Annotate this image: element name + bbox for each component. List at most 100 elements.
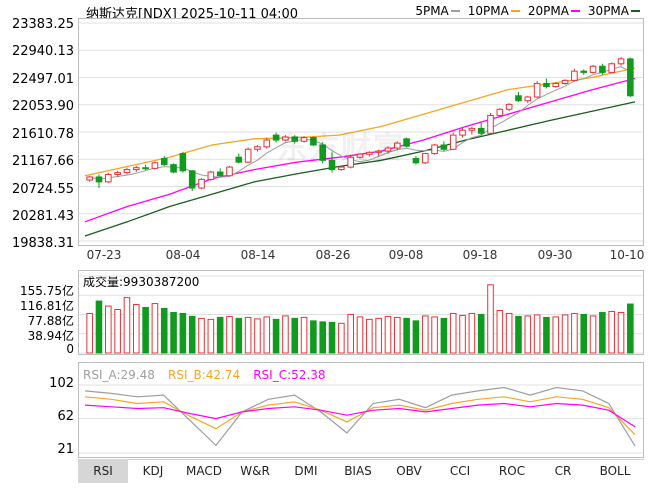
candle-body (356, 153, 364, 158)
volume-bar (123, 297, 131, 354)
candle-body (543, 82, 550, 88)
volume-bar (207, 318, 215, 354)
candle-body (105, 173, 112, 183)
ma30-legend: 30PMA (588, 4, 640, 18)
volume-bar (179, 312, 187, 354)
candle-body (412, 157, 420, 164)
candle-body (272, 134, 280, 141)
volume-label: 成交量:9930387200 (83, 275, 200, 289)
volume-bar (487, 284, 494, 354)
ma20-legend: 20PMA (528, 4, 580, 18)
volume-bar (477, 313, 485, 354)
rsi-tick: 21 (57, 442, 74, 457)
candle-body (114, 172, 121, 175)
candle-body (524, 96, 532, 102)
candle-body (291, 136, 299, 142)
tab-cr[interactable]: CR (554, 464, 572, 478)
candle-body (263, 139, 271, 148)
tab-obv[interactable]: OBV (396, 464, 422, 478)
rsi-chart-panel[interactable]: RSI_A:29.48 RSI_B:42.74 RSI_C:52.38 (78, 362, 644, 458)
volume-bar (263, 316, 271, 354)
volume-bar (170, 311, 177, 354)
volume-bar (608, 310, 615, 354)
volume-bar (552, 316, 560, 354)
candle-body (319, 144, 327, 161)
tab-roc[interactable]: ROC (498, 464, 526, 478)
volume-bar (328, 321, 336, 354)
candle-body (282, 136, 289, 141)
candle-body (505, 103, 513, 110)
candle-body (151, 162, 159, 169)
candle-body (384, 147, 392, 152)
candle-body (244, 148, 252, 163)
volume-bar (580, 313, 588, 354)
date-tick: 08-26 (315, 248, 351, 262)
volume-bar (412, 320, 420, 354)
volume-bar (198, 317, 205, 354)
date-tick: 09-30 (537, 248, 573, 262)
tab-cci[interactable]: CCI (449, 464, 471, 478)
candle-body (477, 127, 485, 134)
candle-body (440, 144, 448, 150)
volume-bar (105, 305, 112, 354)
volume-bar (515, 315, 522, 354)
tab-kdj[interactable]: KDJ (142, 464, 164, 478)
candle-body (170, 164, 177, 173)
candle-body (561, 79, 569, 84)
candle-body (86, 176, 93, 181)
volume-bar (282, 315, 289, 354)
volume-bar (86, 312, 93, 354)
ma-legend: 5PMA 10PMA 20PMA 30PMA (407, 4, 640, 18)
tab-rsi[interactable]: RSI (78, 459, 128, 483)
volume-chart (79, 275, 643, 354)
volume-bar (338, 322, 345, 354)
candle-body (571, 70, 578, 81)
volume-bar (617, 311, 625, 354)
tab-wr[interactable]: W&R (240, 464, 270, 478)
candle-body (366, 151, 373, 155)
volume-bar (95, 300, 103, 354)
volume-bar (571, 312, 578, 354)
volume-bar (114, 308, 121, 354)
candle-body (627, 58, 634, 97)
volume-bar (300, 316, 308, 354)
tab-macd[interactable]: MACD (186, 464, 222, 478)
volume-bar (431, 316, 438, 354)
ma10-legend: 10PMA (468, 4, 520, 18)
candle-body (617, 58, 625, 65)
volume-bar (142, 307, 149, 354)
volume-tick: 0 (66, 342, 74, 356)
volume-bar (319, 321, 327, 354)
candle-body (338, 166, 345, 171)
tab-boll[interactable]: BOLL (599, 464, 631, 478)
candle-body (599, 65, 606, 73)
tab-bias[interactable]: BIAS (344, 464, 372, 478)
tab-dmi[interactable]: DMI (294, 464, 318, 478)
candle-body (235, 156, 243, 163)
ma5-legend: 5PMA (415, 4, 460, 18)
volume-bar (254, 318, 261, 354)
candle-body (160, 157, 168, 166)
volume-tick: 155.75亿 (20, 284, 74, 298)
candle-body (589, 65, 597, 73)
price-tick: 21610.78 (11, 127, 74, 142)
candle-body (487, 114, 494, 134)
volume-bar (291, 317, 299, 354)
volume-chart-panel[interactable]: 成交量:9930387200 (78, 270, 644, 355)
volume-bar (393, 316, 401, 354)
volume-bar (543, 316, 550, 354)
candle-body (188, 170, 196, 189)
price-chart-panel[interactable]: 东方财富 (78, 18, 644, 246)
volume-bar (132, 304, 140, 354)
volume-bar (459, 314, 466, 354)
price-tick: 22053.90 (11, 99, 74, 114)
date-tick: 09-08 (388, 248, 424, 262)
candle-body (468, 127, 476, 131)
rsi-c-legend: RSI_C:52.38 (253, 368, 326, 382)
candle-body (459, 129, 466, 136)
candle-body (216, 171, 224, 177)
rsi-line-rsi-b (84, 396, 636, 436)
volume-bar (216, 316, 224, 354)
price-tick: 21167.66 (11, 154, 74, 169)
volume-bar (589, 315, 597, 354)
